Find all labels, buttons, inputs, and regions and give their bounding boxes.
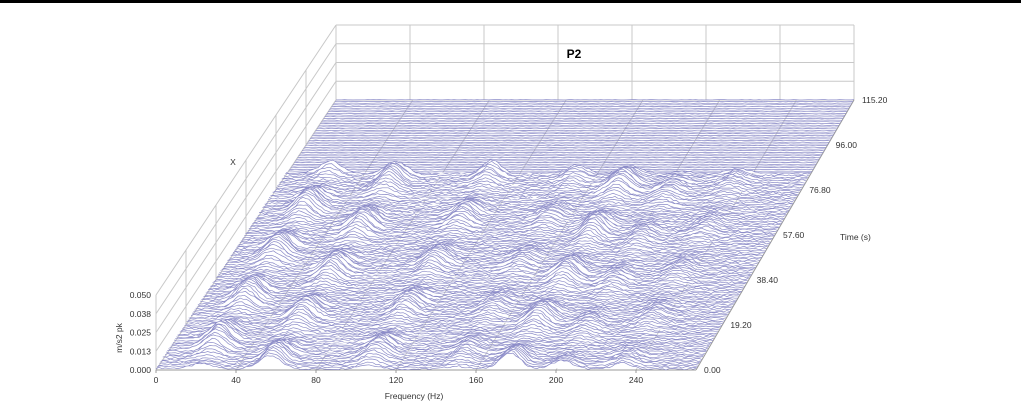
spectrum-trace [311, 136, 833, 138]
spectrum-trace [322, 119, 843, 121]
spectrum-trace [324, 116, 845, 118]
spectrum-trace [318, 124, 840, 126]
x-axis-label: Frequency (Hz) [385, 391, 444, 401]
spectrum-trace [317, 126, 839, 128]
time-axis-line [695, 99, 855, 371]
spectrum-trace [332, 104, 852, 106]
spectrum-trace [321, 121, 842, 123]
z-tick-label: 0.00 [704, 365, 721, 375]
tick-labels: 0 40 80 120 160 200 240 0.000 0.013 0.025 0.038 0.0… [130, 95, 888, 385]
spectrum-trace [333, 102, 853, 104]
z-tick-label: 57.60 [783, 230, 805, 240]
spectrum-trace [230, 238, 762, 259]
spectrum-trace [172, 323, 712, 345]
z-tick-label: 115.20 [862, 95, 888, 105]
spectrum-trace [163, 340, 704, 359]
spectrum-trace [262, 190, 790, 211]
spectrum-trace [312, 134, 834, 137]
z-tick-label: 19.20 [730, 320, 752, 330]
spectrum-trace [314, 131, 836, 133]
y-tick-label: 0.025 [130, 328, 152, 338]
x-tick-label: 40 [231, 375, 241, 385]
z-axis-label: Time (s) [840, 232, 871, 242]
spectrum-trace [326, 112, 847, 114]
spectrum-trace [320, 122, 841, 125]
x-tick-label: 200 [549, 375, 563, 385]
spectrum-trace [315, 129, 837, 131]
spectrum-trace [167, 337, 706, 354]
x-tick-label: 80 [311, 375, 321, 385]
spectrum-trace [316, 128, 838, 130]
spectrum-trace [325, 114, 846, 116]
spectrum-trace [329, 109, 849, 111]
spectrum-trace [307, 141, 830, 143]
spectrum-trace [331, 105, 851, 108]
spectrum-trace [282, 162, 808, 181]
y-tick-label: 0.000 [130, 365, 152, 375]
floor-gridline [155, 99, 337, 371]
floor-gridline [315, 99, 490, 371]
spectrum-trace [205, 276, 740, 296]
spectrum-trace [264, 188, 792, 208]
y-tick-label: 0.038 [130, 309, 152, 319]
spectrum-trace [155, 352, 697, 371]
spectrum-trace [313, 133, 835, 135]
spectrum-trace [173, 323, 712, 344]
spectrum-trace [235, 231, 766, 252]
chart-title: P2 [567, 47, 582, 61]
spectrum-trace [265, 187, 793, 206]
spectrum-trace [206, 275, 741, 294]
spectrum-trace [328, 111, 848, 113]
x-tick-label: 240 [629, 375, 643, 385]
waterfall-traces [155, 99, 855, 371]
y-tick-label: 0.013 [130, 346, 152, 356]
spectrum-trace [175, 320, 713, 342]
x-tick-label: 120 [389, 375, 403, 385]
spectrum-trace [171, 326, 711, 347]
channel-label: X [230, 157, 236, 167]
spectrum-trace [308, 139, 831, 142]
z-tick-label: 38.40 [757, 275, 779, 285]
z-tick-label: 76.80 [809, 185, 831, 195]
spectrum-trace [310, 138, 832, 140]
spectrum-trace [330, 107, 850, 109]
y-tick-label: 0.050 [130, 290, 152, 300]
spectrum-trace [323, 117, 844, 120]
spectrum-trace [176, 320, 715, 340]
x-tick-label: 0 [154, 375, 159, 385]
spectrum-trace [201, 282, 736, 303]
y-axis-label: m/s2 pk [114, 322, 124, 353]
spectrum-trace [306, 143, 829, 145]
z-tick-label: 96.00 [836, 140, 858, 150]
x-tick-label: 160 [469, 375, 483, 385]
top-border-line [0, 0, 1021, 3]
spectrum-trace [200, 285, 735, 304]
